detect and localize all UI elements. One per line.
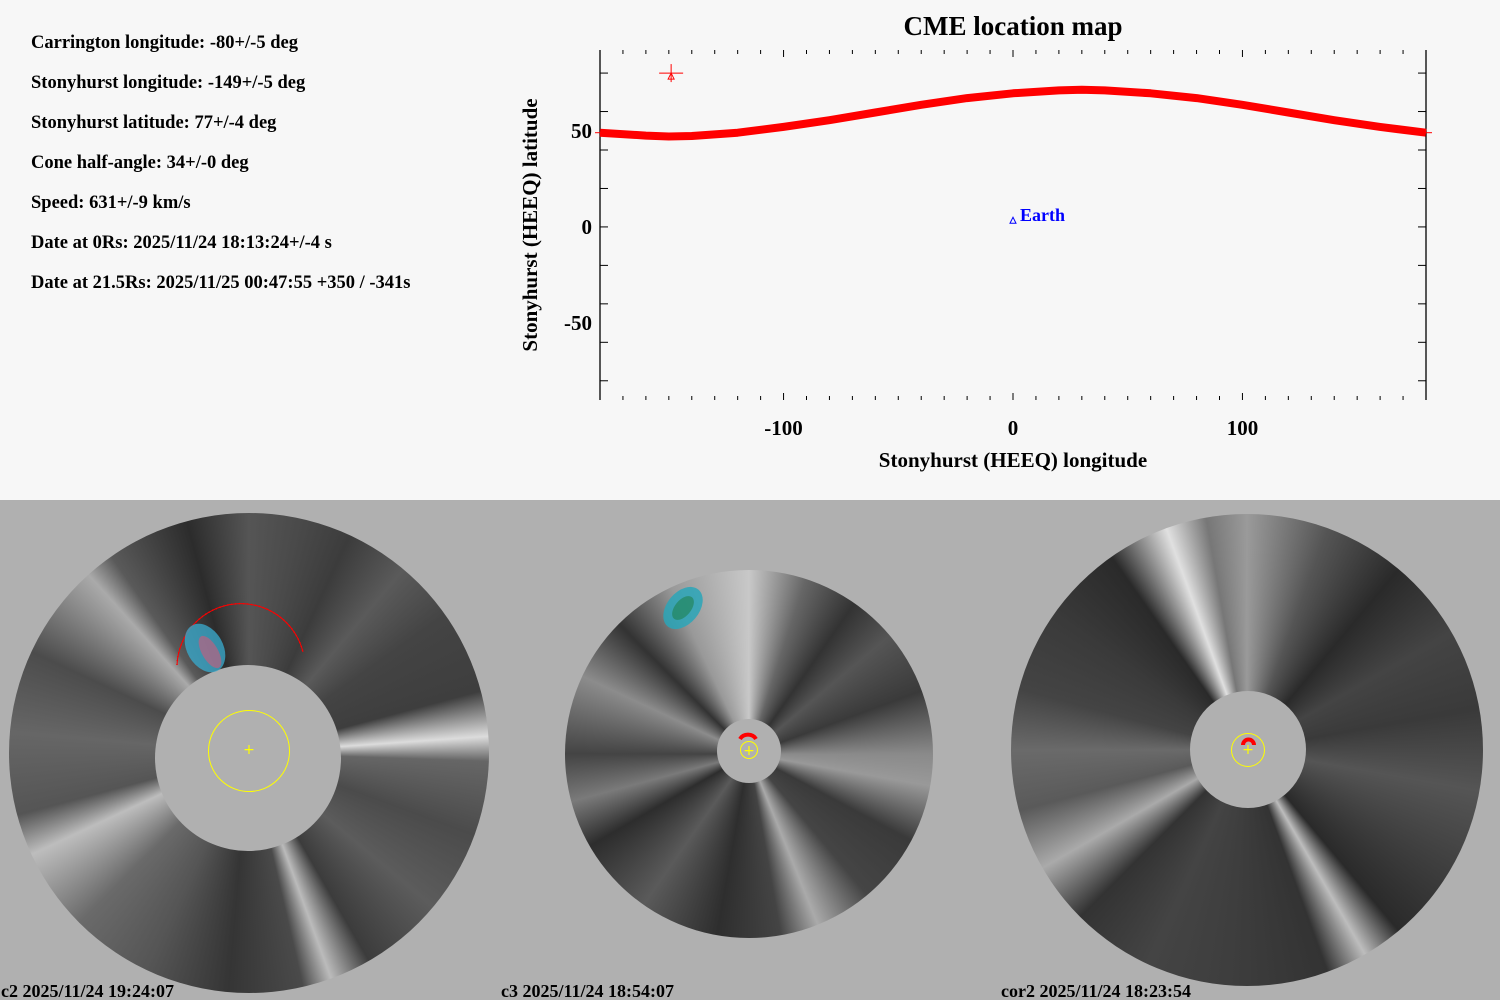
- sun-center-icon: +: [743, 743, 755, 759]
- panel-label-cor2: cor2 2025/11/24 18:23:54: [1001, 981, 1191, 1000]
- stonyhurst-latitude: Stonyhurst latitude: 77+/-4 deg: [31, 113, 277, 133]
- x-tick-label: -100: [764, 416, 803, 440]
- cme-front-arc-line-c2: [176, 603, 304, 666]
- sun-outline-c2: [208, 710, 290, 792]
- cme-overlay-c2: [176, 602, 304, 673]
- series-line: [599, 85, 1427, 141]
- sun-center-icon: +: [1242, 742, 1254, 758]
- panel-label-c2: c2 2025/11/24 19:24:07: [1, 981, 174, 1000]
- x-tick-label: 100: [1227, 416, 1259, 440]
- panel-cor2: + cor2 2025/11/24 18:23:54: [1000, 500, 1500, 1000]
- series: [595, 85, 1432, 141]
- date-at-21-5rs: Date at 21.5Rs: 2025/11/25 00:47:55 +350…: [31, 273, 411, 293]
- x-axis-label: Stonyhurst (HEEQ) longitude: [879, 448, 1147, 472]
- y-tick-label: -50: [564, 311, 592, 335]
- cme-core-c3: [672, 596, 694, 620]
- cme-overlay-cor2: [1241, 737, 1256, 746]
- panel-c2: + c2 2025/11/24 19:24:07: [0, 500, 500, 1000]
- y-tick-label: 0: [582, 215, 593, 239]
- y-tick-label: 50: [571, 119, 592, 143]
- coronagraph-panels: + c2 2025/11/24 19:24:07 + c3 2025/11/24…: [0, 500, 1500, 1000]
- cme-front-arc-cor2: [1241, 737, 1256, 746]
- chart-title: CME location map: [904, 11, 1123, 41]
- cme-location-map: CME location map -100 0 100 50 0 -50 Stonyhur…: [518, 11, 1432, 472]
- cone-half-angle: Cone half-angle: 34+/-0 deg: [31, 153, 249, 173]
- date-at-0rs: Date at 0Rs: 2025/11/24 18:13:24+/-4 s: [31, 233, 332, 253]
- cme-source-triangle-icon: [667, 71, 675, 80]
- axes: [599, 50, 1427, 400]
- cme-overlay-c3: [663, 586, 758, 741]
- sun-outline-c3: [740, 741, 758, 759]
- carrington-longitude: Carrington longitude: -80+/-5 deg: [31, 33, 298, 53]
- speed: Speed: 631+/-9 km/s: [31, 193, 191, 213]
- cme-core-c2: [198, 635, 222, 669]
- sun-outline-cor2: [1231, 733, 1265, 767]
- sun-center-icon: +: [243, 742, 255, 758]
- markers: Earth: [659, 64, 1065, 225]
- x-tick-label: 0: [1008, 416, 1019, 440]
- cme-front-arc-c3: [738, 732, 758, 741]
- earth-label: Earth: [1020, 205, 1065, 225]
- tick-labels: -100 0 100 50 0 -50: [564, 119, 1258, 440]
- tick-marks: [600, 50, 1426, 400]
- cme-parameters: Carrington longitude: -80+/-5 deg Stonyh…: [31, 32, 411, 312]
- panel-label-c3: c3 2025/11/24 18:54:07: [501, 981, 674, 1000]
- y-axis-label: Stonyhurst (HEEQ) latitude: [518, 98, 542, 351]
- panel-c3: + c3 2025/11/24 18:54:07: [500, 500, 1000, 1000]
- stonyhurst-longitude: Stonyhurst longitude: -149+/-5 deg: [31, 73, 306, 93]
- earth-triangle-icon: [1009, 216, 1017, 224]
